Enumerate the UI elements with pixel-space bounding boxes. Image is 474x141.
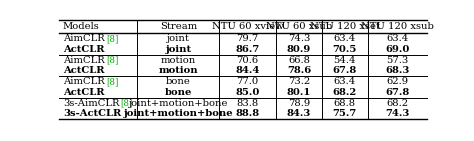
Text: Stream: Stream <box>160 22 197 31</box>
Text: 63.4: 63.4 <box>334 77 356 86</box>
Text: 63.4: 63.4 <box>386 34 408 43</box>
Text: 74.3: 74.3 <box>288 34 310 43</box>
Text: 66.8: 66.8 <box>288 56 310 65</box>
Text: 57.3: 57.3 <box>386 56 408 65</box>
Text: 69.0: 69.0 <box>385 45 410 54</box>
Text: 63.4: 63.4 <box>334 34 356 43</box>
Text: 86.7: 86.7 <box>236 45 260 54</box>
Text: 68.3: 68.3 <box>385 66 410 75</box>
Text: bone: bone <box>165 88 192 97</box>
Text: ActCLR: ActCLR <box>63 45 104 54</box>
Text: ActCLR: ActCLR <box>63 66 104 75</box>
Text: 85.0: 85.0 <box>235 88 260 97</box>
Text: AimCLR: AimCLR <box>63 77 105 86</box>
Text: 88.8: 88.8 <box>236 109 260 118</box>
Text: 79.7: 79.7 <box>237 34 259 43</box>
Text: 78.6: 78.6 <box>287 66 311 75</box>
Text: [8]: [8] <box>106 77 118 86</box>
Text: joint: joint <box>165 45 191 54</box>
Text: [8]: [8] <box>106 56 118 65</box>
Text: [8]: [8] <box>106 34 118 43</box>
Text: 68.2: 68.2 <box>333 88 357 97</box>
Text: 80.9: 80.9 <box>287 45 311 54</box>
Text: 70.5: 70.5 <box>333 45 357 54</box>
Text: NTU 60 xsub: NTU 60 xsub <box>266 22 332 31</box>
Text: 83.8: 83.8 <box>237 99 259 108</box>
Text: NTU 120 xset: NTU 120 xset <box>310 22 380 31</box>
Text: AimCLR: AimCLR <box>63 56 105 65</box>
Text: 84.3: 84.3 <box>287 109 311 118</box>
Text: 73.2: 73.2 <box>288 77 310 86</box>
Text: AimCLR: AimCLR <box>63 34 105 43</box>
Text: 67.8: 67.8 <box>333 66 357 75</box>
Text: Models: Models <box>63 22 100 31</box>
Text: 80.1: 80.1 <box>287 88 311 97</box>
Text: motion: motion <box>161 56 196 65</box>
Text: 78.9: 78.9 <box>288 99 310 108</box>
Text: 77.0: 77.0 <box>237 77 259 86</box>
Text: 68.2: 68.2 <box>386 99 408 108</box>
Text: joint+motion+bone: joint+motion+bone <box>129 99 228 108</box>
Text: 67.8: 67.8 <box>385 88 410 97</box>
Text: ActCLR: ActCLR <box>63 88 104 97</box>
Text: [8]: [8] <box>120 99 133 108</box>
Text: 84.4: 84.4 <box>235 66 260 75</box>
Text: 3s-ActCLR: 3s-ActCLR <box>63 109 121 118</box>
Text: 75.7: 75.7 <box>333 109 357 118</box>
Text: 3s-AimCLR: 3s-AimCLR <box>63 99 119 108</box>
Text: joint: joint <box>167 34 190 43</box>
Text: bone: bone <box>166 77 191 86</box>
Text: 68.8: 68.8 <box>334 99 356 108</box>
Text: 62.9: 62.9 <box>386 77 408 86</box>
Text: NTU 120 xsub: NTU 120 xsub <box>361 22 434 31</box>
Text: 74.3: 74.3 <box>385 109 410 118</box>
Text: NTU 60 xview: NTU 60 xview <box>212 22 283 31</box>
Text: 54.4: 54.4 <box>334 56 356 65</box>
Text: motion: motion <box>159 66 199 75</box>
Text: 70.6: 70.6 <box>237 56 259 65</box>
Text: joint+motion+bone: joint+motion+bone <box>124 109 234 118</box>
